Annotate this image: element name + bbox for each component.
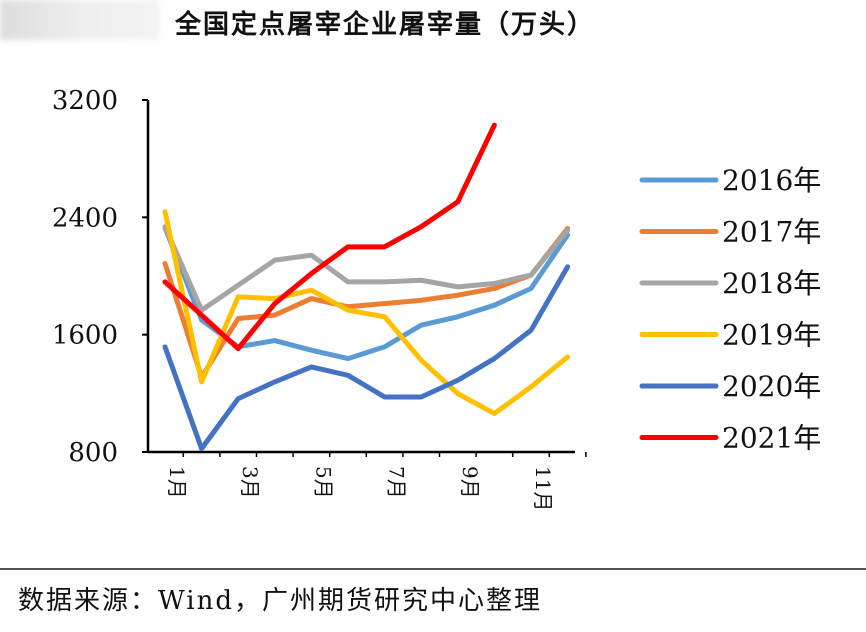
x-tick-label: 1月 [165,466,189,499]
legend-label: 2021年 [722,422,821,455]
y-tick-label: 800 [68,438,118,468]
series-line-2020 [162,264,571,452]
legend-label: 2019年 [722,319,821,352]
divider [0,568,866,570]
x-tick-label: 7月 [385,466,409,499]
series-line-2019 [162,209,571,417]
source-note: 数据来源：Wind，广州期货研究中心整理 [18,586,542,616]
y-tick-label: 3200 [52,86,118,116]
blurred-logo [0,0,160,40]
legend-label: 2020年 [722,370,821,403]
legend-label: 2017年 [722,216,821,249]
series-line-2017 [162,225,571,380]
x-tick-label: 5月 [311,466,335,499]
y-tick-label: 1600 [52,321,118,351]
legend-label: 2016年 [722,164,821,197]
x-tick-label: 3月 [238,466,262,499]
legend-label: 2018年 [722,267,821,300]
chart-title: 全国定点屠宰企业屠宰量（万头） [175,10,596,40]
x-tick-label: 11月 [531,466,555,511]
series-line-2021 [162,122,497,352]
x-tick-label: 9月 [458,466,482,499]
y-tick-label: 2400 [52,203,118,233]
series-line-2018 [162,224,571,313]
